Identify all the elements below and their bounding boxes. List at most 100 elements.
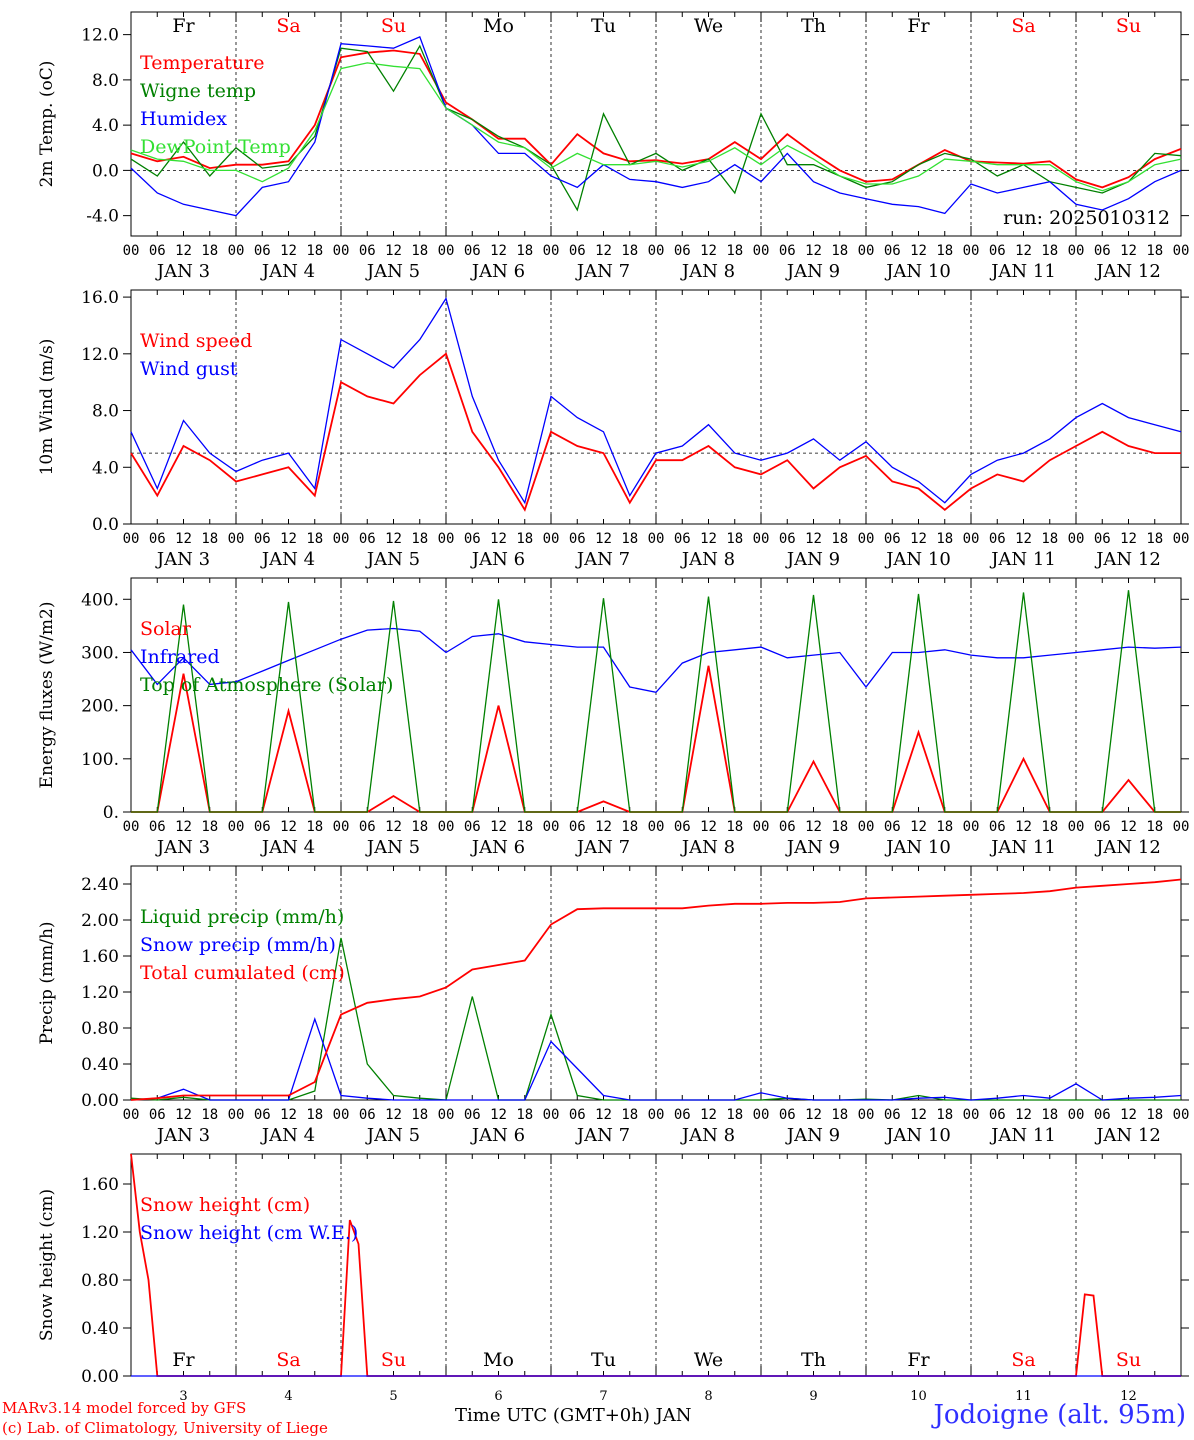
hour-tick-label: 12 [805,531,822,547]
date-label: JAN 7 [575,549,630,570]
y-tick-label: 4.0 [92,458,119,478]
hour-tick-label: 00 [648,243,665,259]
y-tick-label: 1.60 [81,1175,119,1195]
date-label: JAN 5 [365,261,420,282]
hour-tick-label: 06 [1094,531,1111,547]
hour-tick-label: 18 [1041,1107,1058,1123]
legend-entry: Infrared [140,646,220,668]
hour-tick-label: 00 [123,531,140,547]
y-tick-label: 8.0 [92,71,119,91]
weekday-label: Th [801,1349,826,1371]
hour-tick-label: 18 [726,1107,743,1123]
hour-tick-label: 18 [411,243,428,259]
y-tick-label: 0.80 [81,1271,119,1291]
date-label: JAN 10 [884,1125,951,1146]
hour-tick-label: 12 [490,243,507,259]
hour-tick-label: 00 [1068,243,1085,259]
hour-tick-label: 12 [910,1107,927,1123]
hour-tick-label: 12 [385,819,402,835]
hour-tick-label: 00 [438,1107,455,1123]
date-label: JAN 10 [884,837,951,858]
hour-tick-label: 12 [1015,243,1032,259]
lab-credit: (c) Lab. of Climatology, University of L… [2,1419,328,1437]
date-label: JAN 3 [155,261,210,282]
hour-tick-label: 00 [648,819,665,835]
legend-entry: Solar [140,618,192,640]
day-number-label: 12 [1120,1389,1137,1404]
day-number-label: 3 [179,1389,187,1404]
y-tick-label: 200. [81,697,119,717]
date-label: JAN 6 [470,1125,525,1146]
y-axis-label: Energy fluxes (W/m2) [37,602,57,789]
date-label: JAN 5 [365,1125,420,1146]
hour-tick-label: 18 [201,243,218,259]
series-line-temperature [130,49,1182,189]
weekday-label: Su [381,1349,406,1371]
y-tick-label: 1.60 [81,947,119,967]
y-tick-label: -4.0 [86,207,119,227]
weekday-label: Su [1116,1349,1141,1371]
hour-tick-label: 06 [359,243,376,259]
hour-tick-label: 12 [385,243,402,259]
hour-tick-label: 00 [1068,819,1085,835]
y-tick-label: 0.80 [81,1019,119,1039]
hour-tick-label: 18 [1041,531,1058,547]
hour-tick-label: 12 [490,819,507,835]
hour-tick-label: 12 [280,243,297,259]
series-line-dewpoint-temp [130,62,1182,192]
hour-tick-label: 18 [831,1107,848,1123]
hour-tick-label: 12 [700,1107,717,1123]
hour-tick-label: 00 [1173,243,1190,259]
hour-tick-label: 12 [175,1107,192,1123]
hour-tick-label: 18 [1146,531,1163,547]
hour-tick-label: 18 [621,531,638,547]
hour-tick-label: 18 [726,243,743,259]
weekday-label: Sa [276,1349,300,1371]
hour-tick-label: 18 [201,531,218,547]
hour-tick-label: 06 [674,531,691,547]
y-axis-label: 10m Wind (m/s) [37,339,57,476]
date-label: JAN 5 [365,837,420,858]
hour-tick-label: 00 [333,531,350,547]
hour-tick-label: 00 [228,531,245,547]
hour-tick-label: 06 [1094,1107,1111,1123]
weekday-label: Mo [483,15,514,37]
y-tick-label: 0.0 [92,161,119,181]
panel-frame [130,11,1182,237]
hour-tick-label: 18 [516,531,533,547]
weekday-label: Tu [591,15,616,37]
hour-tick-label: 00 [123,1107,140,1123]
model-credit: MARv3.14 model forced by GFS [2,1399,247,1417]
series-line-humidex [130,36,1182,217]
hour-tick-label: 06 [254,1107,271,1123]
hour-tick-label: 18 [306,243,323,259]
date-label: JAN 7 [575,1125,630,1146]
date-label: JAN 12 [1094,549,1161,570]
legend-entry: Wind speed [140,330,252,352]
day-number-label: 5 [389,1389,397,1404]
hour-tick-label: 18 [306,819,323,835]
hour-tick-label: 18 [1146,1107,1163,1123]
hour-tick-label: 18 [621,1107,638,1123]
y-axis-label: Snow height (cm) [37,1189,57,1341]
hour-tick-label: 00 [438,531,455,547]
y-tick-label: 0.00 [81,1367,119,1387]
hour-tick-label: 00 [963,531,980,547]
hour-tick-label: 00 [858,243,875,259]
weekday-label: Fr [172,15,195,37]
hour-tick-label: 00 [123,819,140,835]
y-tick-label: 0.40 [81,1319,119,1339]
y-tick-label: 8.0 [92,402,119,422]
hour-tick-label: 06 [149,531,166,547]
legend-entry: Snow precip (mm/h) [140,934,336,956]
date-label: JAN 8 [680,837,735,858]
hour-tick-label: 18 [411,1107,428,1123]
date-label: JAN 4 [260,261,315,282]
hour-tick-label: 00 [333,819,350,835]
weekday-label: Fr [907,1349,930,1371]
hour-tick-label: 06 [569,531,586,547]
hour-tick-label: 12 [1015,1107,1032,1123]
hour-tick-label: 06 [884,819,901,835]
series-line-snow-precip-mm-h- [130,1016,1182,1101]
hour-tick-label: 06 [779,1107,796,1123]
